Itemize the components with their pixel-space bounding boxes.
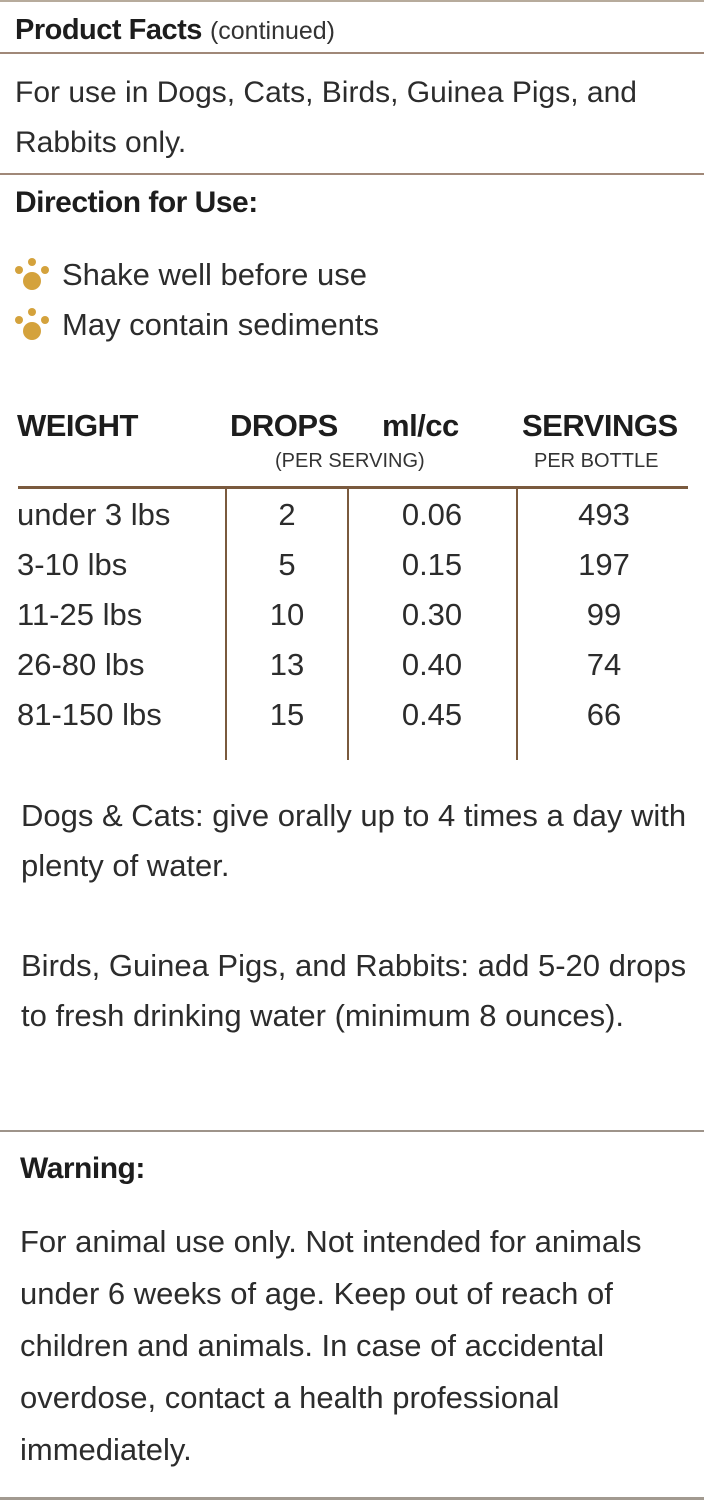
cell-mlcc: 0.06 xyxy=(401,497,463,532)
column-header-mlcc: ml/cc xyxy=(382,408,459,443)
table-row: 11-25 lbs 10 0.30 99 xyxy=(0,590,704,640)
cell-drops: 15 xyxy=(269,697,305,732)
header-title: Product Facts xyxy=(15,14,202,46)
dosage-table-header: WEIGHT DROPS ml/cc (PER SERVING) SERVING… xyxy=(0,408,704,478)
header-subtitle: (continued) xyxy=(209,17,336,45)
directions-title: Direction for Use: xyxy=(15,186,258,219)
birds-instructions: Birds, Guinea Pigs, and Rabbits: add 5-2… xyxy=(21,948,687,1033)
list-item: Shake well before use xyxy=(12,250,379,300)
column-subheader-per-bottle: PER BOTTLE xyxy=(534,450,659,472)
cell-servings: 74 xyxy=(586,647,622,682)
intro-divider xyxy=(0,173,704,175)
cell-mlcc: 0.30 xyxy=(401,597,463,632)
table-row: 81-150 lbs 15 0.45 66 xyxy=(0,690,704,740)
cell-drops: 10 xyxy=(269,597,305,632)
directions-list: Shake well before use May contain sedime… xyxy=(12,250,379,350)
table-row: 26-80 lbs 13 0.40 74 xyxy=(0,640,704,690)
paw-icon xyxy=(15,258,49,290)
bottom-divider xyxy=(0,1497,704,1500)
column-header-servings: SERVINGS xyxy=(522,408,678,443)
table-row: under 3 lbs 2 0.06 493 xyxy=(0,490,704,540)
top-divider xyxy=(0,0,704,2)
column-divider xyxy=(347,488,349,760)
warning-title: Warning: xyxy=(20,1152,145,1185)
bullet-text: Shake well before use xyxy=(62,257,368,292)
cell-mlcc: 0.15 xyxy=(401,547,463,582)
warning-text: For animal use only. Not intended for an… xyxy=(20,1224,642,1467)
cell-mlcc: 0.40 xyxy=(401,647,463,682)
cell-servings: 66 xyxy=(586,697,622,732)
table-header-rule xyxy=(18,486,688,489)
paw-icon xyxy=(15,308,49,340)
cell-drops: 2 xyxy=(278,497,296,532)
header-divider xyxy=(0,52,704,54)
list-item: May contain sediments xyxy=(12,300,379,350)
dogs-cats-instructions: Dogs & Cats: give orally up to 4 times a… xyxy=(21,798,687,883)
cell-weight: 81-150 lbs xyxy=(17,697,162,732)
cell-mlcc: 0.45 xyxy=(401,697,463,732)
cell-weight: 3-10 lbs xyxy=(17,547,128,582)
cell-weight: 11-25 lbs xyxy=(17,597,143,632)
column-divider xyxy=(225,488,227,760)
cell-servings: 197 xyxy=(578,547,630,582)
column-header-drops: DROPS xyxy=(230,408,338,443)
cell-servings: 493 xyxy=(578,497,630,532)
column-header-weight: WEIGHT xyxy=(17,408,139,443)
intro-text: For use in Dogs, Cats, Birds, Guinea Pig… xyxy=(15,76,637,159)
cell-weight: 26-80 lbs xyxy=(17,647,145,682)
page-header: Product Facts (continued) xyxy=(15,12,335,49)
cell-servings: 99 xyxy=(586,597,622,632)
cell-drops: 5 xyxy=(278,547,296,582)
cell-drops: 13 xyxy=(269,647,305,682)
cell-weight: under 3 lbs xyxy=(17,497,171,532)
warning-divider xyxy=(0,1130,704,1132)
column-divider xyxy=(516,488,518,760)
bullet-text: May contain sediments xyxy=(62,307,380,342)
column-subheader-per-serving: (PER SERVING) xyxy=(275,450,425,472)
table-row: 3-10 lbs 5 0.15 197 xyxy=(0,540,704,590)
